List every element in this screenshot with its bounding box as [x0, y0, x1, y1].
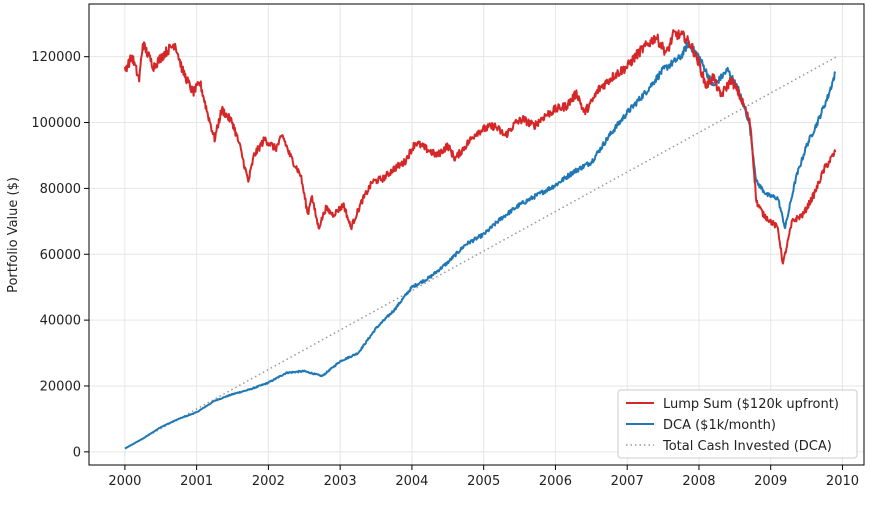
y-tick-label: 100000	[31, 116, 81, 131]
x-tick-label: 2007	[611, 474, 644, 489]
legend-label: DCA ($1k/month)	[663, 418, 776, 433]
legend: Lump Sum ($120k upfront) DCA ($1k/month) T…	[617, 389, 858, 459]
x-tick-label: 2000	[108, 474, 141, 489]
x-tick-label: 2006	[539, 474, 572, 489]
x-axis: 2000 2001 2002 2003 2004 2005 2006 2007 2008 2009…	[108, 465, 859, 489]
y-axis-label: Portfolio Value ($)	[6, 177, 21, 293]
x-tick-label: 2003	[324, 474, 357, 489]
series-line-cash-invested	[124, 56, 838, 450]
y-tick-label: 0	[73, 445, 81, 460]
series-layer	[123, 29, 838, 450]
x-tick-label: 2009	[754, 474, 787, 489]
y-tick-label: 60000	[40, 248, 81, 263]
plot-frame	[88, 3, 865, 466]
series-line-lump-sum	[123, 29, 837, 265]
x-tick-label: 2008	[682, 474, 715, 489]
x-tick-label: 2001	[180, 474, 213, 489]
x-tick-label: 2010	[826, 474, 859, 489]
y-axis: 0 20000 40000 60000 80000 100000 120000	[31, 50, 89, 460]
legend-label: Total Cash Invested (DCA)	[662, 439, 832, 454]
y-tick-label: 80000	[40, 182, 81, 197]
y-tick-label: 120000	[31, 50, 81, 65]
y-tick-label: 40000	[40, 314, 81, 329]
y-tick-label: 20000	[40, 379, 81, 394]
x-tick-label: 2002	[252, 474, 285, 489]
legend-box	[617, 389, 858, 459]
legend-label: Lump Sum ($120k upfront)	[663, 397, 839, 412]
x-tick-label: 2004	[395, 474, 428, 489]
x-tick-label: 2005	[467, 474, 500, 489]
